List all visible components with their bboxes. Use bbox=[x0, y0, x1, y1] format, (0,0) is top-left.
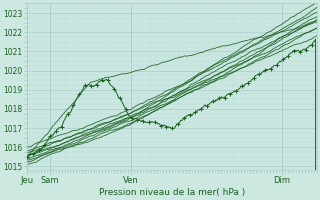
X-axis label: Pression niveau de la mer( hPa ): Pression niveau de la mer( hPa ) bbox=[99, 188, 245, 197]
